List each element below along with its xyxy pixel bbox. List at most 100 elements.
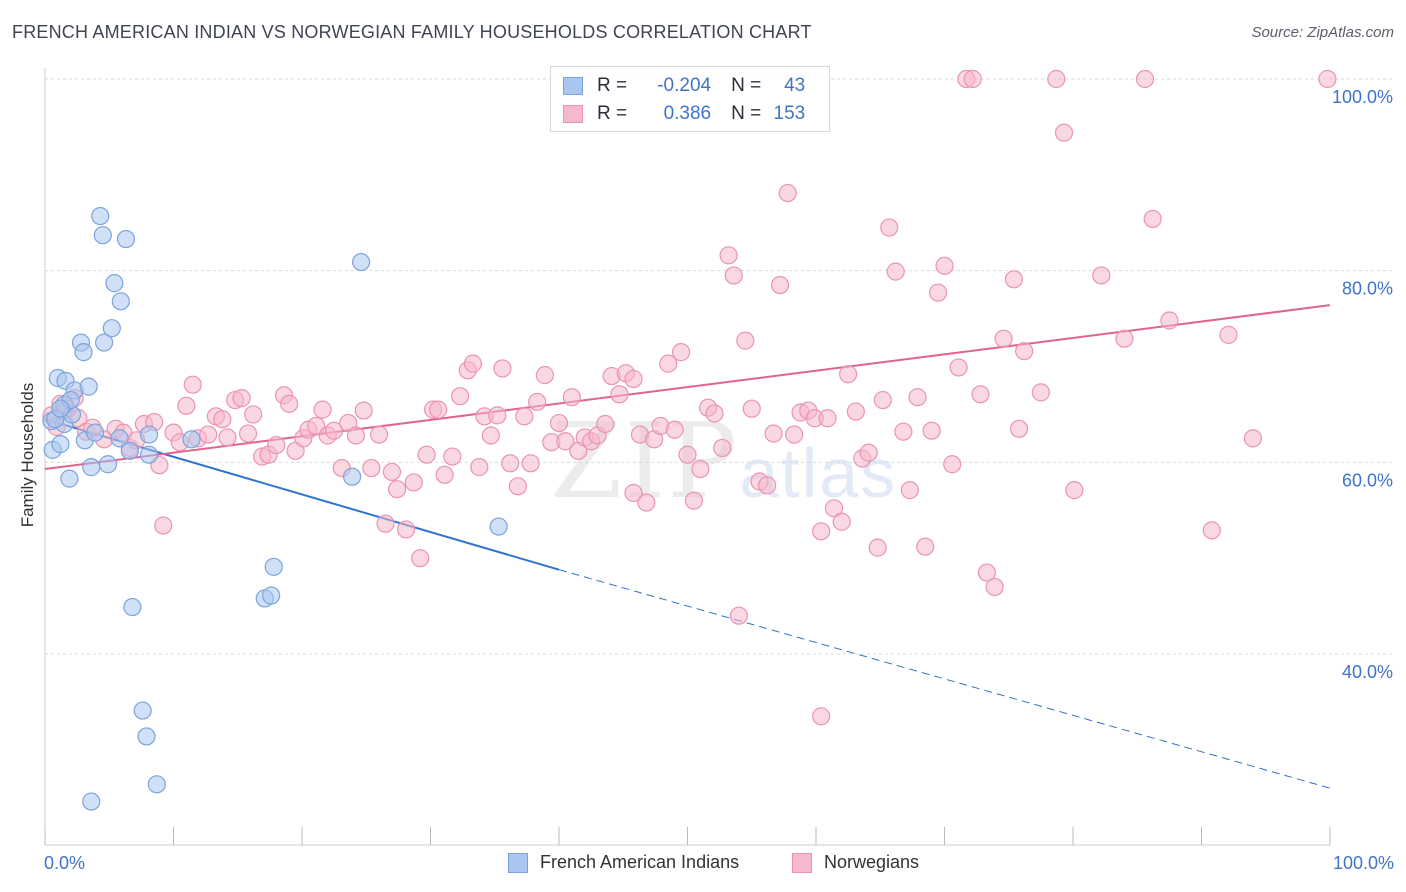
point-norwegians <box>758 476 777 495</box>
point-norwegians <box>443 447 462 466</box>
point-norwegians <box>684 491 704 510</box>
point-norwegians <box>396 520 416 539</box>
point-norwegians <box>1031 383 1050 402</box>
point-norwegians <box>1115 329 1134 348</box>
point-french-american-indians <box>116 229 136 249</box>
point-norwegians <box>1047 69 1066 89</box>
point-norwegians <box>267 435 286 455</box>
legend-n-value: 43 <box>784 75 806 96</box>
x-tick-label-min: 0.0% <box>44 853 86 873</box>
point-norwegians <box>238 424 258 443</box>
point-norwegians <box>508 477 527 496</box>
point-norwegians <box>859 443 878 462</box>
point-norwegians <box>417 445 436 464</box>
point-norwegians <box>1318 69 1337 89</box>
point-norwegians <box>325 421 344 440</box>
point-norwegians <box>922 421 941 440</box>
point-norwegians <box>928 283 948 302</box>
point-norwegians <box>764 424 783 443</box>
point-norwegians <box>624 369 643 389</box>
point-french-american-indians <box>79 377 98 396</box>
point-norwegians <box>435 465 454 484</box>
grid-lines <box>45 78 1395 655</box>
legend-n-label: N = <box>731 103 762 124</box>
point-norwegians <box>949 358 968 377</box>
point-french-american-indians <box>123 597 142 617</box>
point-french-american-indians <box>51 435 70 454</box>
point-norwegians <box>671 343 691 362</box>
point-norwegians <box>463 354 483 373</box>
data-points <box>42 69 1337 811</box>
point-norwegians <box>994 329 1013 348</box>
point-norwegians <box>521 454 540 473</box>
point-norwegians <box>535 366 554 385</box>
point-norwegians <box>1009 419 1029 438</box>
point-norwegians <box>549 413 569 433</box>
point-french-american-indians <box>139 445 159 464</box>
point-french-american-indians <box>51 399 70 418</box>
point-norwegians <box>354 401 373 420</box>
point-french-american-indians <box>489 517 508 536</box>
point-french-american-indians <box>264 557 283 576</box>
point-norwegians <box>481 426 500 445</box>
point-norwegians <box>370 425 389 444</box>
point-french-american-indians <box>82 458 101 477</box>
legend-swatch-pink <box>563 105 583 123</box>
y-tick-labels: 40.0% 60.0% 80.0% 100.0% <box>1332 87 1393 682</box>
legend-r-value: 0.386 <box>663 103 712 124</box>
legend-r-value: -0.204 <box>657 75 712 96</box>
point-norwegians <box>411 549 430 568</box>
point-norwegians <box>515 407 534 426</box>
point-norwegians <box>450 387 470 406</box>
point-french-american-indians <box>111 292 130 311</box>
point-norwegians <box>562 388 581 407</box>
legend-swatch-blue <box>563 77 583 95</box>
point-norwegians <box>1054 123 1074 142</box>
point-french-american-indians <box>343 467 362 486</box>
point-french-american-indians <box>147 775 166 794</box>
point-norwegians <box>1243 429 1263 448</box>
point-norwegians <box>637 493 656 512</box>
point-norwegians <box>528 392 547 412</box>
legend-item-norwegians: Norwegians <box>792 852 919 873</box>
point-norwegians <box>556 432 575 451</box>
point-french-american-indians <box>74 343 93 362</box>
point-norwegians <box>908 388 927 407</box>
trend-line-extension <box>558 569 1331 789</box>
point-norwegians <box>691 459 710 479</box>
point-french-american-indians <box>120 441 139 460</box>
point-norwegians <box>900 481 919 500</box>
point-norwegians <box>429 400 448 419</box>
point-norwegians <box>624 483 643 503</box>
point-norwegians <box>846 402 865 421</box>
chart-title: FRENCH AMERICAN INDIAN VS NORWEGIAN FAMI… <box>12 22 812 42</box>
point-norwegians <box>824 499 844 518</box>
point-norwegians <box>832 512 851 531</box>
point-norwegians <box>1160 311 1179 330</box>
point-norwegians <box>729 606 749 625</box>
point-norwegians <box>376 514 395 533</box>
point-french-american-indians <box>102 319 121 338</box>
point-french-american-indians <box>82 792 101 811</box>
point-norwegians <box>785 425 804 444</box>
y-tick-label: 80.0% <box>1342 279 1393 299</box>
point-french-american-indians <box>352 252 371 272</box>
trend-lines <box>44 304 1331 789</box>
point-norwegians <box>218 428 237 447</box>
y-tick-label: 40.0% <box>1342 662 1393 682</box>
point-norwegians <box>742 399 761 418</box>
point-norwegians <box>963 69 982 89</box>
point-norwegians <box>812 522 831 541</box>
point-norwegians <box>488 406 507 425</box>
series-legend: French American Indians Norwegians <box>0 852 1406 878</box>
point-norwegians <box>812 707 831 726</box>
legend-r-label: R = <box>597 103 628 124</box>
point-norwegians <box>199 425 218 444</box>
point-norwegians <box>880 218 899 237</box>
point-norwegians <box>404 473 423 492</box>
point-norwegians <box>977 563 997 582</box>
point-norwegians <box>665 420 684 439</box>
legend-swatch-pink <box>792 852 812 873</box>
point-norwegians <box>985 577 1004 597</box>
